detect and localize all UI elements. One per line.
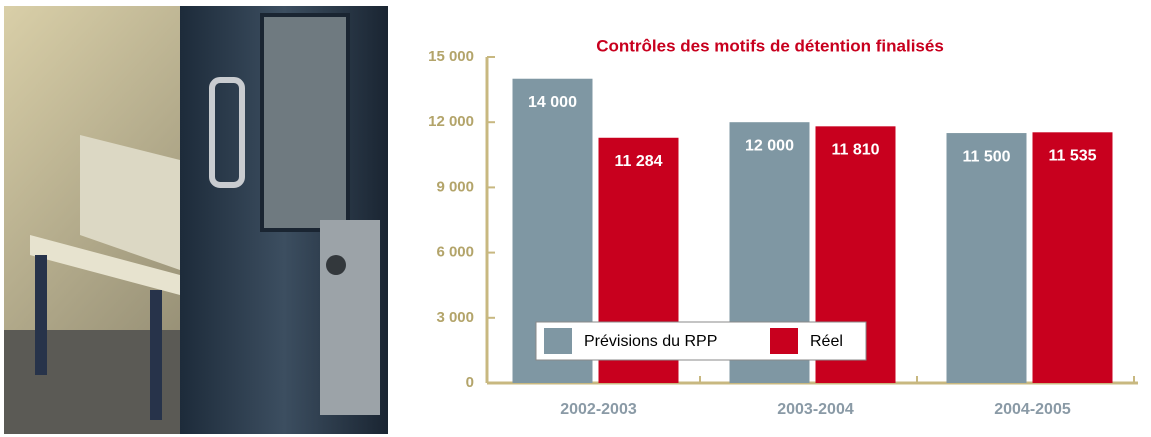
chart-title: Contrôles des motifs de détention finali… xyxy=(596,36,944,55)
value-label: 11 810 xyxy=(831,142,879,159)
value-label: 11 535 xyxy=(1048,148,1096,165)
y-tick-label: 9 000 xyxy=(436,178,474,195)
photo xyxy=(4,6,388,434)
value-label: 11 500 xyxy=(962,148,1010,165)
x-tick-label: 2002-2003 xyxy=(560,401,637,418)
bar xyxy=(947,133,1027,383)
x-tick-label: 2004-2005 xyxy=(994,401,1071,418)
legend-swatch xyxy=(770,328,798,354)
x-tick-label: 2003-2004 xyxy=(777,401,854,418)
legend: Prévisions du RPP Réel xyxy=(536,322,866,360)
page: Contrôles des motifs de détention finali… xyxy=(0,0,1151,437)
y-tick-label: 12 000 xyxy=(428,113,474,130)
value-label: 12 000 xyxy=(745,137,794,154)
legend-swatch xyxy=(544,328,572,354)
y-tick-label: 15 000 xyxy=(428,48,474,65)
legend-label: Réel xyxy=(810,333,843,350)
legend-label: Prévisions du RPP xyxy=(584,333,717,350)
y-tick-label: 0 xyxy=(466,374,474,391)
value-label: 14 000 xyxy=(528,94,577,111)
y-tick-label: 3 000 xyxy=(436,309,474,326)
value-label: 11 284 xyxy=(614,153,662,170)
bar xyxy=(1033,132,1113,383)
y-tick-label: 6 000 xyxy=(436,244,474,261)
